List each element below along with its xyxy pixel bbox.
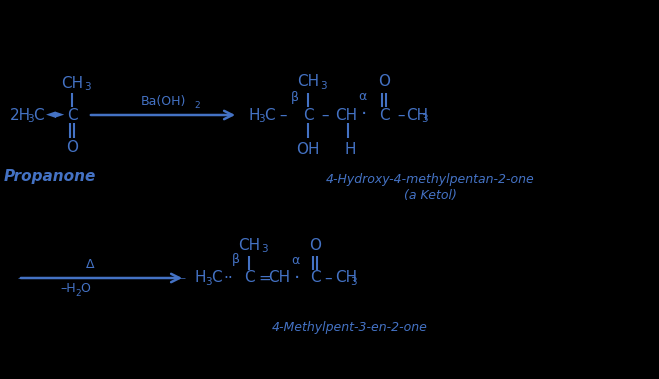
Text: CH: CH [268, 271, 290, 285]
Text: =: = [258, 271, 271, 285]
Text: O: O [378, 75, 390, 89]
Text: CH: CH [406, 108, 428, 122]
Text: Ba(OH): Ba(OH) [140, 96, 186, 108]
Text: 3: 3 [350, 277, 357, 287]
Text: 3: 3 [320, 81, 327, 91]
Text: 3: 3 [205, 277, 212, 287]
Text: C: C [264, 108, 275, 122]
Text: –: – [393, 108, 405, 122]
Text: C: C [211, 271, 221, 285]
Text: H: H [248, 108, 260, 122]
Text: 3: 3 [421, 114, 428, 124]
Text: CH: CH [238, 238, 260, 252]
Text: ◄►: ◄► [46, 108, 65, 122]
Text: H: H [195, 271, 206, 285]
Text: 3: 3 [27, 114, 34, 124]
Text: Δ: Δ [86, 257, 94, 271]
Text: C: C [33, 108, 43, 122]
Text: 3: 3 [261, 244, 268, 254]
Text: –: – [275, 108, 287, 122]
Text: O: O [309, 238, 321, 252]
Text: 3: 3 [84, 82, 91, 92]
Text: OH: OH [297, 141, 320, 157]
Text: (a Ketol): (a Ketol) [403, 188, 457, 202]
Text: α: α [358, 91, 366, 103]
Text: CH: CH [61, 75, 83, 91]
Text: 2: 2 [194, 102, 200, 111]
Text: O: O [80, 282, 90, 296]
Text: β: β [291, 91, 299, 103]
Text: 4-Hydroxy-4-methylpentan-2-one: 4-Hydroxy-4-methylpentan-2-one [326, 174, 534, 186]
Text: C: C [244, 271, 254, 285]
Text: CH: CH [335, 108, 357, 122]
Text: 4-Methylpent-3-en-2-one: 4-Methylpent-3-en-2-one [272, 321, 428, 335]
Text: –H: –H [60, 282, 76, 296]
Text: –: – [317, 108, 330, 122]
Text: β: β [232, 254, 240, 266]
Text: C: C [67, 108, 77, 122]
Text: 2H: 2H [10, 108, 31, 122]
Text: ·: · [361, 105, 367, 124]
Text: 3: 3 [258, 114, 265, 124]
Text: C: C [302, 108, 313, 122]
Text: C: C [379, 108, 389, 122]
Text: O: O [66, 141, 78, 155]
Text: C: C [310, 271, 320, 285]
Text: ·: · [294, 268, 300, 288]
Text: 2: 2 [75, 288, 80, 298]
Text: Propanone: Propanone [4, 169, 96, 185]
Text: ··: ·· [223, 271, 233, 285]
Text: CH: CH [297, 75, 319, 89]
Text: –: – [324, 271, 331, 285]
Text: α: α [291, 254, 299, 266]
Text: H: H [344, 141, 356, 157]
Text: CH: CH [335, 271, 357, 285]
